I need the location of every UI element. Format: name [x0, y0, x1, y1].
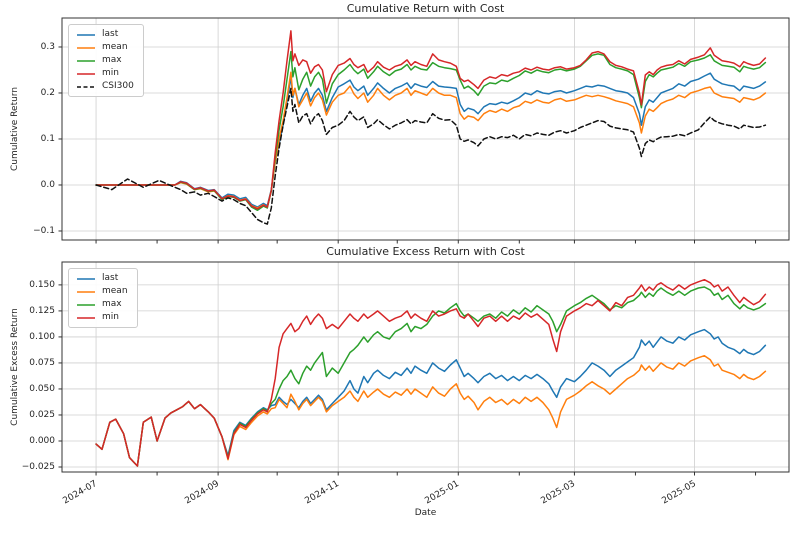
series-line-max	[95, 50, 767, 212]
legend: last mean max min	[68, 268, 138, 328]
series-line-mean	[95, 354, 767, 467]
legend-label-max: max	[102, 55, 122, 65]
legend-item-mean: mean	[76, 42, 134, 53]
legend-label-last: last	[102, 273, 119, 283]
legend-label-min: min	[102, 312, 119, 322]
legend-item-mean: mean	[76, 286, 128, 297]
bottom-chart-title: Cumulative Excess Return with Cost	[326, 245, 525, 258]
legend-item-max: max	[76, 299, 128, 310]
legend-line-sample-max	[77, 59, 95, 62]
legend-label-mean: mean	[102, 42, 128, 52]
y-tick-label: 0.025	[29, 409, 55, 420]
legend-label-max: max	[102, 299, 122, 309]
legend-line-sample-last	[77, 33, 95, 36]
legend-line-sample-last	[77, 277, 95, 280]
legend-label-CSI300: CSI300	[102, 81, 134, 91]
legend-label-min: min	[102, 68, 119, 78]
legend-item-last: last	[76, 29, 134, 40]
legend-line-sample-mean	[77, 46, 95, 49]
legend-line-sample-max	[77, 303, 95, 306]
y-tick-label: 0.125	[29, 305, 55, 316]
series-line-CSI300	[95, 87, 767, 225]
y-tick-label: −0.1	[33, 225, 55, 236]
y-tick-label: 0.1	[40, 133, 55, 144]
series-line-min	[95, 30, 767, 210]
legend-item-min: min	[76, 68, 134, 79]
legend-item-min: min	[76, 312, 128, 323]
y-tick-label: 0.2	[40, 87, 55, 98]
axes-spines	[61, 261, 790, 473]
y-tick-label: −0.025	[21, 462, 55, 472]
top-y-axis-label: Cumulative Return	[10, 86, 20, 172]
series-line-last	[95, 72, 767, 208]
axes-spines	[61, 17, 790, 241]
series-line-last	[95, 328, 767, 467]
legend: last mean max min CSI300	[68, 24, 144, 97]
legend-label-last: last	[102, 29, 119, 39]
series-line-min	[95, 278, 767, 467]
y-tick-label: 0.000	[29, 435, 55, 446]
legend-line-sample-CSI300	[77, 85, 95, 88]
y-tick-label: 0.100	[29, 331, 55, 342]
x-axis-label: Date	[414, 508, 437, 518]
y-tick-label: 0.0	[40, 179, 55, 190]
legend-line-sample-min	[77, 72, 95, 75]
legend-line-sample-mean	[77, 290, 95, 293]
y-tick-label: 0.150	[29, 279, 55, 290]
legend-item-max: max	[76, 55, 134, 66]
legend-line-sample-min	[77, 316, 95, 319]
y-tick-label: 0.075	[29, 357, 55, 368]
y-tick-label: 0.3	[40, 41, 55, 52]
legend-item-CSI300: CSI300	[76, 81, 134, 92]
y-tick-label: 0.050	[29, 383, 55, 394]
top-chart-title: Cumulative Return with Cost	[346, 2, 505, 15]
legend-item-last: last	[76, 273, 128, 284]
legend-label-mean: mean	[102, 286, 128, 296]
